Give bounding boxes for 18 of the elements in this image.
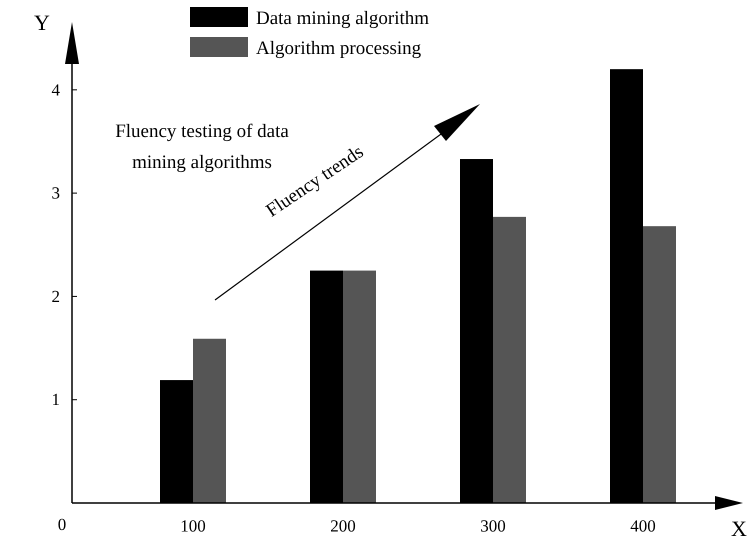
annotation: Fluency testing of data mining algorithms [115, 121, 290, 173]
legend-label: Data mining algorithm [256, 8, 430, 29]
bar [193, 338, 226, 503]
bar [343, 270, 376, 503]
x-tick-label: 300 [480, 516, 506, 536]
y-tick-label: 4 [52, 80, 60, 100]
text: 0 [58, 515, 66, 534]
y-tick-label: 2 [52, 286, 60, 306]
y-tick-label: 1 [52, 390, 60, 410]
x-tick-label: 200 [330, 516, 356, 536]
x-axis-title: X [731, 516, 747, 541]
bar [493, 216, 526, 503]
legend-label: Algorithm processing [256, 38, 422, 59]
x-tick-label: 400 [630, 516, 656, 536]
y-tick-label: 3 [52, 184, 60, 203]
y-axis-title: Y [34, 10, 50, 35]
bar [643, 226, 676, 503]
x-tick-label: 100 [180, 516, 206, 536]
